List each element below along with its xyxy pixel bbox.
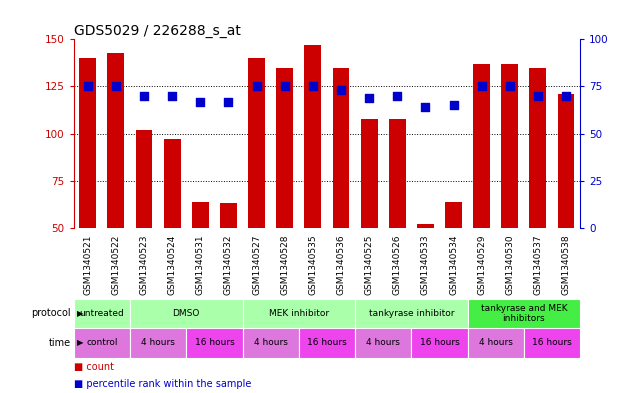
Point xyxy=(561,93,571,99)
Bar xyxy=(355,299,467,328)
Text: MEK inhibitor: MEK inhibitor xyxy=(269,309,329,318)
Point xyxy=(504,83,515,90)
Bar xyxy=(389,119,406,228)
Point xyxy=(223,98,233,105)
Bar xyxy=(361,119,378,228)
Bar xyxy=(473,64,490,228)
Point xyxy=(167,93,178,99)
Bar xyxy=(501,64,518,228)
Point xyxy=(308,83,318,90)
Bar xyxy=(524,328,580,358)
Text: untreated: untreated xyxy=(79,309,124,318)
Text: ▶: ▶ xyxy=(77,309,83,318)
Bar xyxy=(412,328,467,358)
Text: ■ percentile rank within the sample: ■ percentile rank within the sample xyxy=(74,379,251,389)
Bar xyxy=(130,299,242,328)
Bar xyxy=(529,68,546,228)
Point xyxy=(251,83,262,90)
Bar xyxy=(333,68,349,228)
Bar xyxy=(74,328,130,358)
Bar xyxy=(187,328,242,358)
Point xyxy=(420,104,431,110)
Text: ■ count: ■ count xyxy=(74,362,113,371)
Point xyxy=(449,102,459,108)
Bar xyxy=(467,328,524,358)
Bar xyxy=(276,68,293,228)
Point xyxy=(139,93,149,99)
Bar xyxy=(74,299,130,328)
Bar xyxy=(163,139,181,228)
Bar xyxy=(220,204,237,228)
Bar xyxy=(248,58,265,228)
Bar xyxy=(192,202,209,228)
Text: 4 hours: 4 hours xyxy=(141,338,175,347)
Text: 4 hours: 4 hours xyxy=(254,338,288,347)
Bar xyxy=(417,224,434,228)
Point xyxy=(364,95,374,101)
Bar xyxy=(467,299,580,328)
Point xyxy=(476,83,487,90)
Bar xyxy=(242,299,355,328)
Text: time: time xyxy=(48,338,71,348)
Bar xyxy=(558,94,574,228)
Text: 16 hours: 16 hours xyxy=(420,338,460,347)
Bar xyxy=(136,130,153,228)
Bar xyxy=(299,328,355,358)
Bar xyxy=(108,53,124,228)
Bar xyxy=(79,58,96,228)
Bar xyxy=(355,328,412,358)
Text: ▶: ▶ xyxy=(77,338,83,347)
Point xyxy=(392,93,403,99)
Text: 4 hours: 4 hours xyxy=(479,338,513,347)
Point xyxy=(336,87,346,94)
Text: GDS5029 / 226288_s_at: GDS5029 / 226288_s_at xyxy=(74,24,240,38)
Text: tankyrase inhibitor: tankyrase inhibitor xyxy=(369,309,454,318)
Text: 4 hours: 4 hours xyxy=(366,338,400,347)
Text: 16 hours: 16 hours xyxy=(307,338,347,347)
Point xyxy=(111,83,121,90)
Text: protocol: protocol xyxy=(31,309,71,318)
Text: 16 hours: 16 hours xyxy=(194,338,234,347)
Point xyxy=(533,93,543,99)
Point xyxy=(195,98,205,105)
Bar xyxy=(242,328,299,358)
Text: DMSO: DMSO xyxy=(172,309,200,318)
Text: control: control xyxy=(86,338,117,347)
Point xyxy=(83,83,93,90)
Point xyxy=(279,83,290,90)
Bar xyxy=(445,202,462,228)
Bar xyxy=(130,328,187,358)
Text: tankyrase and MEK
inhibitors: tankyrase and MEK inhibitors xyxy=(481,304,567,323)
Text: 16 hours: 16 hours xyxy=(532,338,572,347)
Bar xyxy=(304,45,321,228)
